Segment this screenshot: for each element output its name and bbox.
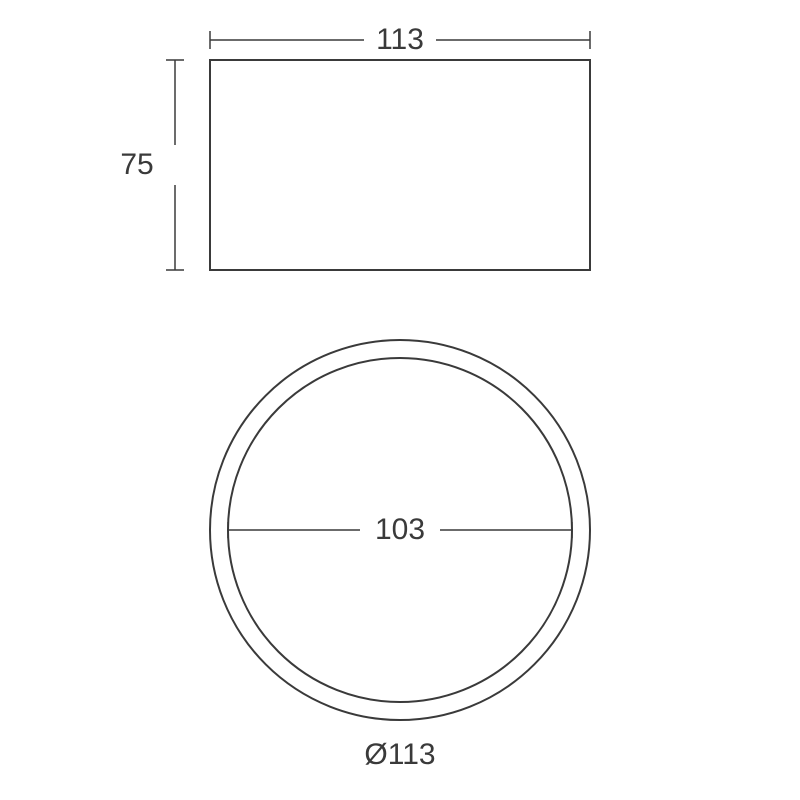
dim-label-inner-diameter: 103 [375, 513, 425, 546]
side-view-rect [210, 60, 590, 270]
dim-label-width: 113 [376, 23, 424, 56]
dim-label-outer-diameter: Ø113 [364, 738, 435, 771]
dim-label-height: 75 [120, 148, 153, 181]
technical-drawing: 113 75 103 Ø113 [0, 0, 800, 800]
